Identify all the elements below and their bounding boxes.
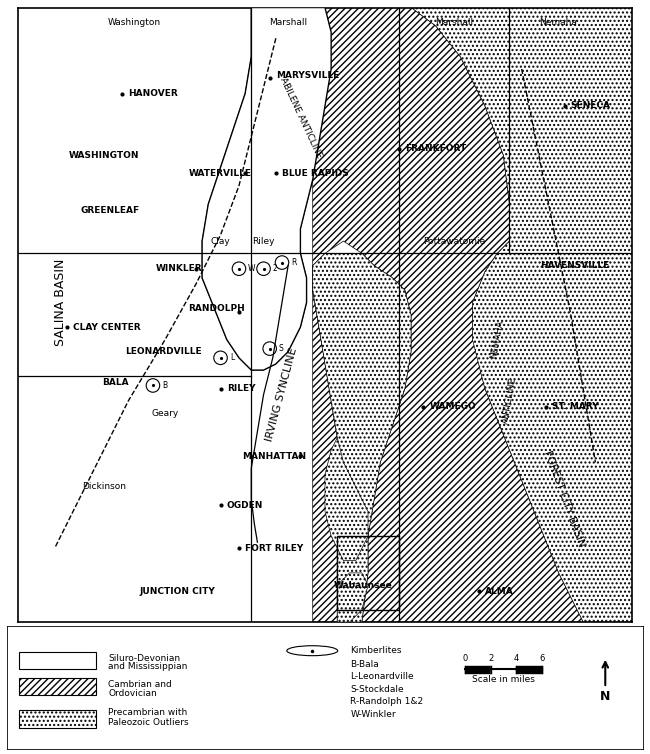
- Text: OGDEN: OGDEN: [227, 501, 263, 510]
- Text: BALA: BALA: [102, 378, 128, 387]
- Text: GREENLEAF: GREENLEAF: [81, 206, 140, 215]
- Text: SENECA: SENECA: [571, 101, 611, 110]
- Text: FRANKFORT: FRANKFORT: [405, 144, 466, 153]
- Text: Geary: Geary: [151, 409, 179, 418]
- Text: ST. MARY: ST. MARY: [552, 403, 599, 412]
- Text: W: W: [248, 264, 255, 273]
- Text: Clay: Clay: [211, 237, 230, 246]
- Text: Cambrian and: Cambrian and: [109, 680, 172, 689]
- Text: Paleozoic Outliers: Paleozoic Outliers: [109, 719, 189, 728]
- Text: WASHINGTON: WASHINGTON: [68, 151, 139, 160]
- Polygon shape: [252, 8, 632, 622]
- Text: R-Randolph 1&2: R-Randolph 1&2: [350, 697, 424, 706]
- Text: S-Stockdale: S-Stockdale: [350, 685, 404, 694]
- Text: Nemaha: Nemaha: [540, 18, 577, 27]
- Text: LEONARDVILLE: LEONARDVILLE: [125, 347, 202, 356]
- Text: Marshall: Marshall: [435, 18, 473, 27]
- Text: HANOVER: HANOVER: [128, 89, 178, 98]
- Text: Pottawatomie: Pottawatomie: [423, 237, 485, 246]
- Text: WINKLER: WINKLER: [155, 264, 202, 273]
- Text: L: L: [229, 354, 234, 363]
- Text: 0: 0: [463, 654, 468, 663]
- Text: Dickinson: Dickinson: [82, 483, 126, 492]
- Text: JUNCTION CITY: JUNCTION CITY: [140, 587, 215, 596]
- Text: 2: 2: [273, 264, 278, 273]
- Text: B-Bala: B-Bala: [350, 660, 379, 669]
- Bar: [337, 536, 398, 610]
- Text: FOREST CITY BASIN: FOREST CITY BASIN: [543, 449, 587, 549]
- Polygon shape: [325, 437, 368, 561]
- Text: WATERVILLE: WATERVILLE: [188, 169, 252, 178]
- Text: and Mississippian: and Mississippian: [109, 662, 188, 671]
- Text: RANDOLPH: RANDOLPH: [188, 304, 245, 313]
- Text: 4: 4: [514, 654, 519, 663]
- Text: ANTICLINE: ANTICLINE: [501, 377, 518, 425]
- Polygon shape: [313, 253, 411, 622]
- Text: Marshall: Marshall: [269, 18, 307, 27]
- Text: CLAY CENTER: CLAY CENTER: [73, 323, 140, 332]
- Text: Siluro-Devonian: Siluro-Devonian: [109, 654, 181, 663]
- Text: Riley: Riley: [252, 237, 275, 246]
- Text: HAVENSVILLE: HAVENSVILLE: [540, 261, 609, 270]
- Polygon shape: [337, 573, 368, 622]
- Text: Ordovician: Ordovician: [109, 688, 157, 697]
- Text: ALMA: ALMA: [485, 587, 514, 596]
- Text: FORT RILEY: FORT RILEY: [245, 544, 304, 553]
- Text: 2: 2: [488, 654, 493, 663]
- Text: Precambrian with: Precambrian with: [109, 709, 188, 717]
- Text: MARYSVILLE: MARYSVILLE: [276, 71, 339, 80]
- Bar: [20, 710, 96, 728]
- Text: NEMAHA: NEMAHA: [489, 320, 505, 360]
- Text: Washington: Washington: [108, 18, 161, 27]
- Text: 6: 6: [539, 654, 544, 663]
- Text: Kimberlites: Kimberlites: [350, 646, 402, 655]
- Text: W-Winkler: W-Winkler: [350, 710, 396, 719]
- Text: S: S: [279, 344, 283, 353]
- Text: R: R: [291, 258, 296, 267]
- Polygon shape: [202, 8, 331, 370]
- Text: Scale in miles: Scale in miles: [472, 675, 535, 684]
- Bar: [20, 652, 96, 670]
- Text: RILEY: RILEY: [227, 384, 255, 393]
- Text: MANHATTAN: MANHATTAN: [242, 452, 307, 461]
- Text: L-Leonardville: L-Leonardville: [350, 673, 414, 682]
- Text: N: N: [600, 690, 610, 703]
- Polygon shape: [202, 8, 331, 370]
- Text: WAMEGO: WAMEGO: [430, 403, 476, 412]
- Text: IRVING SYNCLINE: IRVING SYNCLINE: [265, 347, 299, 443]
- Text: BLUE RAPIDS: BLUE RAPIDS: [282, 169, 349, 178]
- Bar: [20, 678, 96, 695]
- Text: ABILENE ANTICLINE: ABILENE ANTICLINE: [278, 76, 323, 160]
- Text: Wabaunsee: Wabaunsee: [334, 581, 393, 590]
- Polygon shape: [313, 8, 583, 622]
- Text: SALINA BASIN: SALINA BASIN: [54, 259, 67, 346]
- Text: B: B: [162, 381, 167, 390]
